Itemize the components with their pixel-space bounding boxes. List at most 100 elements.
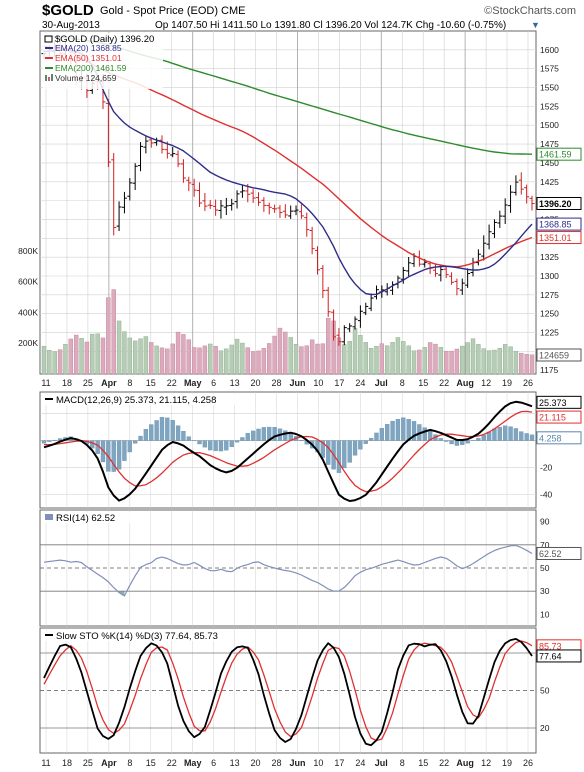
volume-bar: [481, 348, 486, 375]
tag-macd-hist: 4.258: [536, 431, 582, 445]
quote-text: Op 1407.50 Hi 1411.50 Lo 1391.80 Cl 1396…: [155, 20, 507, 31]
volume-bar: [449, 350, 454, 375]
macd-histogram-bar: [202, 440, 208, 448]
price-y-tick: 1250: [540, 309, 559, 319]
x-tick-label: 8: [127, 378, 132, 388]
volume-bar: [202, 345, 208, 375]
volume-bar: [154, 345, 159, 375]
x-tick-label: 17: [334, 758, 344, 768]
volume-bar: [63, 344, 68, 375]
legend-ema50: EMA(50) 1351.01: [55, 53, 122, 63]
price-ohlc-bar: [282, 204, 288, 219]
price-ohlc-bar: [148, 137, 154, 148]
volume-bar: [497, 348, 503, 375]
price-ohlc-bar: [432, 263, 438, 277]
date-text: 30-Aug-2013: [42, 20, 100, 31]
price-y-tick: 1550: [540, 83, 559, 93]
volume-bar: [250, 351, 256, 375]
volume-bar: [347, 341, 352, 375]
macd-histogram-bar: [401, 417, 406, 441]
legend-ema20-item: EMA(20) 1368.85: [45, 43, 122, 53]
svg-text:1351.01: 1351.01: [539, 233, 572, 243]
macd-histogram-bar: [181, 430, 186, 441]
legend-ema50-item: EMA(50) 1351.01: [45, 53, 122, 63]
price-ohlc-bar: [197, 182, 203, 208]
volume-bar: [122, 331, 127, 375]
volume-bar: [406, 345, 411, 375]
volume-bar: [245, 347, 250, 375]
macd-histogram-bar: [143, 429, 149, 441]
volume-bar: [304, 345, 309, 375]
volume-bar: [100, 337, 106, 375]
volume-bar: [476, 344, 481, 375]
price-ohlc-bar: [207, 200, 213, 209]
rsi-y-tick: 10: [540, 609, 550, 619]
price-ohlc-bar: [491, 219, 497, 239]
macd-histogram-bar: [90, 440, 95, 449]
volume-bar: [502, 344, 508, 375]
x-tick-label: 22: [439, 378, 449, 388]
x-tick-label: 28: [272, 378, 282, 388]
price-ohlc-bar: [443, 266, 449, 279]
tag-ema50: 1351.01: [536, 231, 582, 245]
x-tick-label: 22: [167, 758, 177, 768]
macd-histogram-bar: [503, 425, 508, 441]
x-tick-label: 25: [83, 758, 93, 768]
macd-histogram-bar: [213, 440, 218, 452]
macd-histogram-bar: [224, 440, 229, 451]
volume-bar: [143, 336, 149, 375]
price-ohlc-bar: [213, 199, 219, 216]
svg-text:25.373: 25.373: [539, 398, 567, 408]
volume-bar: [229, 344, 234, 375]
price-ohlc-bar: [229, 198, 235, 211]
tag-price: 1396.20: [536, 196, 582, 210]
x-tick-label: May: [184, 378, 202, 388]
price-ohlc-bar: [331, 309, 337, 341]
x-tick-label: 26: [523, 378, 533, 388]
price-ohlc-bar: [341, 325, 347, 346]
tag-rsi: 62.52: [536, 546, 582, 560]
macd-histogram-bar: [240, 437, 245, 441]
volume-bar: [277, 327, 283, 375]
volume-bar: [390, 342, 395, 375]
macd-histogram-bar: [492, 428, 497, 441]
macd-histogram-bar: [524, 433, 529, 441]
x-tick-label: Aug: [456, 758, 474, 768]
volume-bar: [299, 346, 304, 375]
macd-histogram-bar: [352, 440, 358, 456]
x-tick-label: 19: [502, 758, 512, 768]
copyright-text[interactable]: ©StockCharts.com: [484, 5, 576, 17]
macd-legend: MACD(12,26,9) 25.373, 21.115, 4.258: [43, 394, 248, 406]
macd-histogram-bar: [347, 440, 352, 463]
x-tick-label: 8: [400, 758, 405, 768]
volume-bar: [267, 343, 272, 375]
price-ohlc-bar: [132, 163, 138, 191]
macd-histogram-bar: [358, 440, 363, 450]
price-ohlc-bar: [309, 226, 315, 255]
volume-bar: [288, 337, 293, 375]
price-ohlc-bar: [363, 302, 369, 316]
symbol-title: $GOLD: [42, 2, 94, 19]
rsi-y-axis: 10 30 50 70 90: [540, 517, 550, 620]
price-ohlc-bar: [497, 210, 503, 228]
macd-histogram-bar: [379, 428, 384, 441]
volume-bar: [73, 334, 79, 375]
price-ohlc-bar: [459, 278, 465, 295]
sto-d-line: [43, 640, 533, 742]
volume-bar: [186, 339, 191, 375]
macd-histogram-bar: [245, 433, 250, 441]
macd-histogram-bar: [165, 417, 170, 441]
dropdown-arrow-icon[interactable]: ▼: [531, 20, 540, 30]
macd-histogram-bar: [390, 420, 395, 441]
svg-text:85.73: 85.73: [539, 641, 562, 651]
macd-last-value-tags: 25.373 21.115 4.258: [536, 395, 582, 445]
svg-text:124659: 124659: [539, 351, 569, 361]
price-ohlc-bar: [524, 184, 530, 204]
rsi-last-value-tags: 62.52: [536, 546, 582, 560]
macd-series: [43, 400, 533, 502]
svg-text:77.64: 77.64: [539, 651, 562, 661]
macd-histogram-bar: [175, 425, 181, 441]
price-ohlc-bar: [352, 316, 358, 330]
